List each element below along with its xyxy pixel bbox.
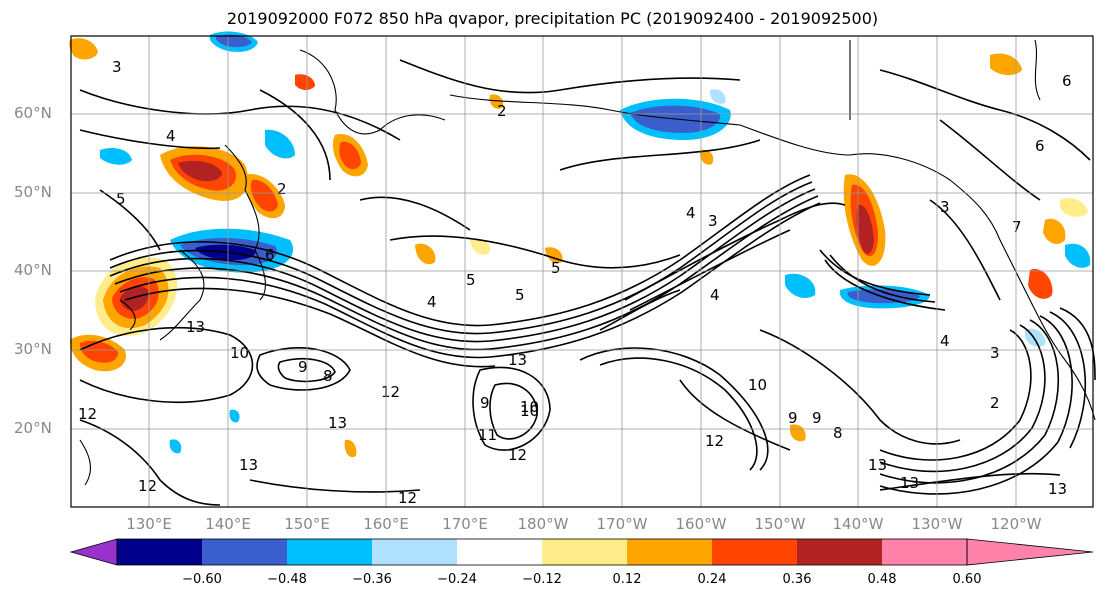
contour-label: 5 bbox=[116, 190, 126, 208]
colorbar-tick-label: −0.12 bbox=[522, 572, 562, 587]
lon-label: 120°W bbox=[990, 515, 1042, 533]
lon-label: 170°E bbox=[442, 515, 488, 533]
contour-label: 3 bbox=[708, 212, 718, 230]
lat-label: 40°N bbox=[14, 261, 52, 279]
contour-label: 7 bbox=[1012, 218, 1022, 236]
colorbar-tick-label: −0.48 bbox=[267, 572, 307, 587]
contour-label: 10 bbox=[520, 398, 539, 416]
contour-label: 5 bbox=[551, 259, 561, 277]
contour-label: 4 bbox=[166, 127, 176, 145]
contour-label: 3 bbox=[112, 58, 122, 76]
contour-label: 4 bbox=[686, 204, 696, 222]
contour-label: 10 bbox=[520, 402, 539, 420]
map-frame bbox=[70, 35, 1094, 508]
colorbar-bin bbox=[542, 539, 627, 565]
lat-label: 60°N bbox=[14, 104, 52, 122]
colorbar-tick-label: 0.60 bbox=[952, 572, 982, 587]
colorbar-bin bbox=[797, 539, 882, 565]
lon-label: 160°W bbox=[675, 515, 727, 533]
colorbar-tick-label: −0.60 bbox=[182, 572, 222, 587]
graticule bbox=[71, 36, 1093, 507]
colorbar-bin bbox=[882, 539, 967, 565]
contour-label: 9 bbox=[812, 409, 822, 427]
colorbar-bin bbox=[627, 539, 712, 565]
contour-label: 8 bbox=[323, 367, 333, 385]
lon-label: 160°E bbox=[363, 515, 409, 533]
lat-label: 30°N bbox=[14, 340, 52, 358]
contour-label: 13 bbox=[1048, 480, 1067, 498]
lat-label: 20°N bbox=[14, 419, 52, 437]
contour-label: 6 bbox=[1035, 137, 1045, 155]
colorbar-tick-label: −0.24 bbox=[437, 572, 477, 587]
colorbar-tick-label: 0.12 bbox=[612, 572, 642, 587]
colorbar-tick-label: 0.36 bbox=[782, 572, 812, 587]
contour-label: 4 bbox=[427, 293, 437, 311]
contour-label: 5 bbox=[515, 286, 525, 304]
contour-label: 3 bbox=[990, 344, 1000, 362]
contour-label: 6 bbox=[1062, 72, 1072, 90]
coastlines bbox=[79, 39, 1096, 486]
colorbar-tick-label: −0.36 bbox=[352, 572, 392, 587]
lon-label: 170°W bbox=[596, 515, 648, 533]
contour-label: 2 bbox=[497, 102, 507, 120]
contour-label: 8 bbox=[833, 424, 843, 442]
contour-label: 12 bbox=[705, 432, 724, 450]
contour-label: 5 bbox=[466, 271, 476, 289]
colorbar-tick-label: 0.24 bbox=[697, 572, 727, 587]
precip-anomaly-shading bbox=[69, 31, 1091, 458]
contour-label: 6 bbox=[265, 246, 275, 264]
colorbar-bin bbox=[202, 539, 287, 565]
contour-label: 9 bbox=[788, 409, 798, 427]
lon-label: 130°E bbox=[126, 515, 172, 533]
contour-label: 13 bbox=[239, 456, 258, 474]
colorbar-bin bbox=[287, 539, 372, 565]
contour-label: 13 bbox=[508, 351, 527, 369]
lat-label: 50°N bbox=[14, 183, 52, 201]
contour-label: 12 bbox=[398, 489, 417, 507]
lon-label: 140°E bbox=[205, 515, 251, 533]
colorbar bbox=[69, 538, 1094, 566]
contour-label: 10 bbox=[748, 376, 767, 394]
contour-label: 12 bbox=[381, 383, 400, 401]
lon-label: 150°W bbox=[754, 515, 806, 533]
contour-label: 3 bbox=[940, 198, 950, 216]
lon-label: 180°W bbox=[517, 515, 569, 533]
contour-label: 12 bbox=[138, 477, 157, 495]
colorbar-extend-min bbox=[69, 538, 118, 566]
contour-label: 4 bbox=[710, 286, 720, 304]
lon-label: 140°W bbox=[832, 515, 884, 533]
contour-label: 13 bbox=[186, 318, 205, 336]
contour-label: 13 bbox=[900, 474, 919, 492]
map-title: 2019092000 F072 850 hPa qvapor, precipit… bbox=[226, 9, 879, 28]
colorbar-bin bbox=[712, 539, 797, 565]
contour-label: 11 bbox=[478, 426, 497, 444]
colorbar-bin bbox=[457, 539, 542, 565]
colorbar-extend-max bbox=[966, 538, 1094, 566]
contour-label: 2 bbox=[277, 180, 287, 198]
contour-label: 4 bbox=[940, 332, 950, 350]
contour-label: 2 bbox=[990, 394, 1000, 412]
contour-label: 9 bbox=[480, 394, 490, 412]
colorbar-tick-label: 0.48 bbox=[867, 572, 897, 587]
contour-labels: 3 4 5 6 2 5 4 5 4 3 2 6 5 4 13 10 9 8 12… bbox=[78, 58, 1072, 507]
qvapor-contours bbox=[79, 59, 1096, 506]
contour-label: 9 bbox=[298, 358, 308, 376]
contour-label: 13 bbox=[328, 414, 347, 432]
colorbar-bin bbox=[117, 539, 202, 565]
colorbar-bin bbox=[372, 539, 457, 565]
contour-label: 13 bbox=[868, 456, 887, 474]
lon-label: 130°W bbox=[911, 515, 963, 533]
lon-label: 150°E bbox=[284, 515, 330, 533]
contour-label: 12 bbox=[78, 405, 97, 423]
contour-label: 10 bbox=[230, 344, 249, 362]
contour-label: 12 bbox=[508, 446, 527, 464]
